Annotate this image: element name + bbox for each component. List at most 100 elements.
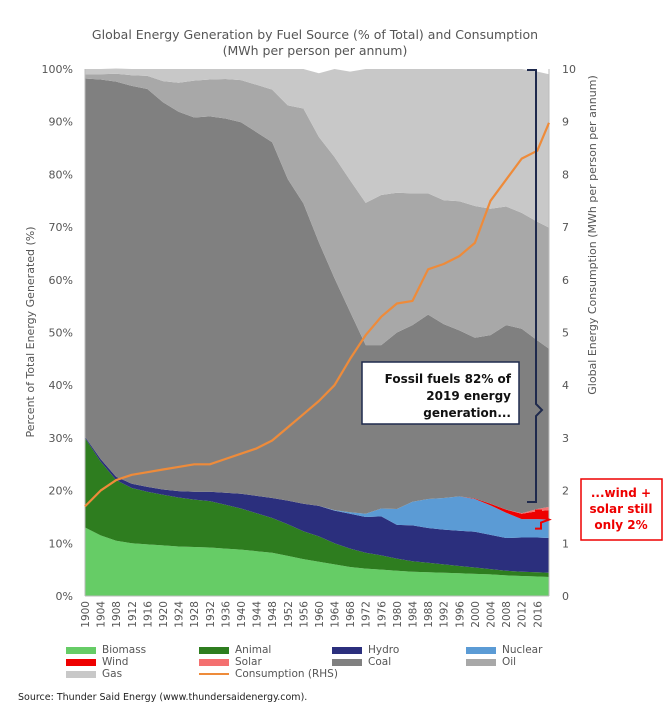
area-animal [85,437,549,577]
fossil-callout-line: 2019 energy [426,389,511,403]
legend-label: Hydro [368,644,400,656]
wind-solar-callout-line: solar still [590,502,653,516]
y2-axis-label: Global Energy Consumption (MWh per perso… [586,75,599,394]
area-oil [85,73,549,349]
legend-swatch [199,646,229,654]
annotations: Fossil fuels 82% of 2019 energy generation… [361,69,663,541]
y2-tick-label: 2 [562,485,569,498]
x-tick-label: 2008 [501,601,513,628]
x-tick-label: 2016 [532,601,544,628]
x-tick-label: 2004 [486,601,498,628]
x-tick-label: 1996 [454,601,466,628]
y2-tick-label: 9 [562,116,569,129]
y-tick-label: 70% [49,221,73,234]
legend-item-gas: Gas [66,668,122,680]
x-tick-label: 1904 [96,601,108,628]
x-tick-label: 1984 [408,601,420,628]
y-axis-label: Percent of Total Energy Generated (%) [24,226,37,437]
legend-item-hydro: Hydro [332,644,399,656]
area-biomass [85,527,549,596]
legend-label: Gas [102,668,123,680]
x-tick-label: 1968 [345,601,357,628]
legend-label: Solar [235,656,262,668]
legend-item-coal: Coal [332,656,391,668]
x-tick-label: 1928 [189,601,201,628]
x-tick-label: 1908 [111,601,123,628]
wind-solar-bracket [535,509,552,530]
consumption-line [84,122,551,508]
y2-tick-label: 6 [562,274,569,287]
legend-item-animal: Animal [199,644,271,656]
legend-item-wind: Wind [66,656,128,668]
axes: 0% 10% 20% 30% 40% 50% 60% 70% 80% 90% 100% 0 1 2 3 4 5 6… [42,63,576,628]
wind-solar-callout-line: ...wind + [591,486,651,500]
x-tick-label: 1940 [236,601,248,628]
source-note: Source: Thunder Said Energy (www.thunder… [18,692,308,703]
legend-item-oil: Oil [466,656,516,668]
legend-swatch [466,658,496,666]
wind-solar-callout-line: only 2% [594,518,647,532]
legend-swatch [66,658,96,666]
fossil-callout-line: Fossil fuels 82% of [385,372,512,386]
y2-tick-label: 0 [562,590,569,603]
legend-item-solar: Solar [199,656,262,668]
legend-label: Coal [368,656,392,668]
stacked-areas [85,68,549,596]
chart-title: Global Energy Generation by Fuel Source … [92,27,538,42]
x-tick-label: 1900 [80,601,92,628]
legend-swatch [66,646,96,654]
x-tick-label: 1952 [283,601,295,628]
x-tick-label: 1956 [298,601,310,628]
legend-swatch [466,646,496,654]
y2-tick-label: 3 [562,432,569,445]
legend-label: Consumption (RHS) [235,668,338,680]
legend-item-biomass: Biomass [66,644,146,656]
x-tick-label: 1960 [314,601,326,628]
y-tick-label: 90% [49,116,73,129]
legend-label: Animal [235,644,272,656]
x-tick-label: 1944 [252,601,264,628]
y2-tick-label: 7 [562,221,569,234]
consumption-layer [84,122,551,508]
y-tick-label: 50% [49,327,73,340]
x-tick-label: 1932 [205,601,217,628]
legend-label: Wind [102,656,129,668]
x-tick-label: 1912 [127,601,139,628]
y-tick-label: 80% [49,168,73,181]
x-tick-label: 1972 [361,601,373,628]
area-hydro [85,436,549,573]
x-tick-label: 1920 [158,601,170,628]
fossil-callout-box [361,361,520,425]
x-tick-label: 2000 [470,601,482,628]
wind-solar-callout-box [580,478,663,541]
x-tick-label: 1916 [142,601,154,628]
y2-tick-label: 10 [562,63,576,76]
x-tick-label: 1964 [330,601,342,628]
y-tick-label: 60% [49,274,73,287]
area-nuclear [85,436,549,538]
x-tick-label: 2012 [517,601,529,628]
y-tick-label: 10% [49,537,73,550]
area-gas [85,68,549,228]
y-tick-label: 40% [49,379,73,392]
fossil-callout-line: generation... [423,406,511,420]
legend-item-nuclear: Nuclear [466,644,542,656]
y2-tick-label: 8 [562,168,569,181]
y-tick-label: 0% [56,590,73,603]
x-tick-label: 1980 [392,601,404,628]
y2-tick-label: 5 [562,327,569,340]
y-tick-label: 30% [49,432,73,445]
x-tick-label: 1936 [220,601,232,628]
x-tick-label: 1992 [439,601,451,628]
legend-swatch [199,673,229,675]
legend-swatch [66,670,96,678]
legend-swatch [332,646,362,654]
y2-tick-label: 4 [562,379,569,392]
legend-swatch [332,658,362,666]
legend-label: Oil [502,656,517,668]
legend-swatch [199,658,229,666]
legend-item-consumption-rhs: Consumption (RHS) [199,668,338,680]
y-tick-label: 100% [42,63,73,76]
fossil-bracket [527,69,544,503]
